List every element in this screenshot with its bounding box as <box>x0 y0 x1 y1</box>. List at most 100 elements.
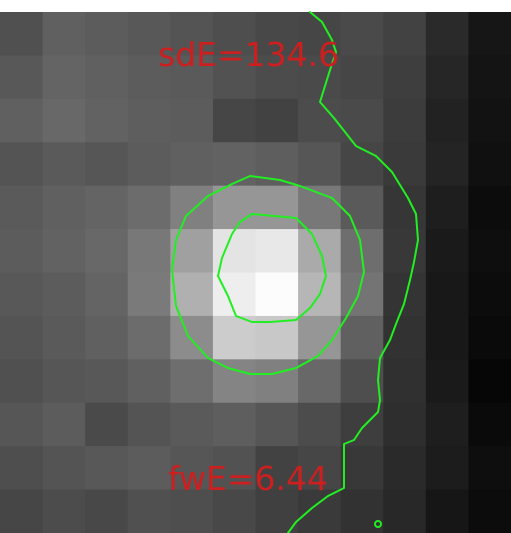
pixel-cell <box>255 402 299 447</box>
pixel-cell <box>0 142 44 187</box>
pixel-cell <box>255 12 299 57</box>
pixel-cell <box>0 359 44 404</box>
pixel-cell <box>468 402 511 447</box>
pixel-cell <box>468 185 511 230</box>
pixel-cell <box>170 359 214 404</box>
sd-label: sdE=134.6 <box>158 35 339 74</box>
contour-speck <box>374 520 382 528</box>
pixel-cell <box>255 98 299 143</box>
pixel-cell <box>425 12 470 57</box>
pixel-cell <box>42 185 86 230</box>
pixel-cell <box>425 185 470 230</box>
pixel-cell <box>425 489 470 533</box>
pixel-cell <box>340 446 384 491</box>
pixel-cell <box>425 359 470 404</box>
pixel-cell <box>170 185 214 230</box>
pixel-cell <box>85 359 129 404</box>
pixel-cell <box>298 489 342 533</box>
pixel-cell <box>127 12 171 57</box>
pixel-cell <box>255 229 299 274</box>
pixel-cell <box>212 12 257 57</box>
pixel-cell <box>212 98 257 143</box>
pixel-cell <box>383 229 427 274</box>
pixel-cell <box>170 12 214 57</box>
pixel-cell <box>42 12 86 57</box>
pixel-cell <box>425 446 470 491</box>
pixel-cell <box>42 272 86 317</box>
pixel-cell <box>425 229 470 274</box>
pixel-cell <box>127 315 171 360</box>
pixel-cell <box>383 272 427 317</box>
pixel-cell <box>170 98 214 143</box>
pixel-cell <box>255 55 299 100</box>
pixel-cell <box>340 55 384 100</box>
pixel-cell <box>468 98 511 143</box>
pixel-cell <box>298 185 342 230</box>
pixel-cell <box>0 185 44 230</box>
pixel-cell <box>212 185 257 230</box>
pixel-cell <box>0 12 44 57</box>
pixel-cell <box>170 402 214 447</box>
pixel-cell <box>127 489 171 533</box>
pixel-cell <box>468 272 511 317</box>
pixel-cell <box>127 142 171 187</box>
pixel-cell <box>85 402 129 447</box>
pixel-cell <box>212 359 257 404</box>
pixel-cell <box>127 185 171 230</box>
pixel-cell <box>468 12 511 57</box>
pixel-cell <box>340 315 384 360</box>
pixel-cell <box>383 142 427 187</box>
pixel-cell <box>425 272 470 317</box>
pixel-cell <box>0 402 44 447</box>
contour-inner <box>217 213 327 323</box>
pixel-cell <box>468 446 511 491</box>
fw-label: fwE=6.44 <box>168 459 328 498</box>
pixel-cell <box>468 315 511 360</box>
pixel-cell <box>0 272 44 317</box>
pixel-cell <box>468 489 511 533</box>
pixel-cell <box>298 55 342 100</box>
pixel-cell <box>85 489 129 533</box>
pixel-cell <box>255 489 299 533</box>
pixel-cell <box>127 98 171 143</box>
pixel-cell <box>42 142 86 187</box>
pixel-cell <box>340 359 384 404</box>
pixel-cell <box>298 402 342 447</box>
contour-outer <box>171 175 365 375</box>
pixel-cell <box>127 446 171 491</box>
pixel-cell <box>212 55 257 100</box>
pixel-cell <box>42 359 86 404</box>
pixel-cell <box>298 98 342 143</box>
pixel-cell <box>42 229 86 274</box>
pixel-cell <box>42 98 86 143</box>
pixel-cell <box>212 315 257 360</box>
pixel-cell <box>85 446 129 491</box>
pixel-cell <box>170 489 214 533</box>
pixel-grid <box>0 12 511 533</box>
pixel-cell <box>85 185 129 230</box>
pixel-cell <box>0 315 44 360</box>
pixel-cell <box>85 229 129 274</box>
pixel-cell <box>170 142 214 187</box>
pixel-cell <box>85 142 129 187</box>
pixel-cell <box>170 55 214 100</box>
pixel-cell <box>212 402 257 447</box>
pixel-cell <box>127 359 171 404</box>
pixel-cell <box>468 55 511 100</box>
pixel-cell <box>127 402 171 447</box>
pixel-cell <box>383 489 427 533</box>
pixel-cell <box>255 446 299 491</box>
pixel-cell <box>0 55 44 100</box>
pixel-cell <box>42 55 86 100</box>
pixel-cell <box>340 402 384 447</box>
pixel-cell <box>383 446 427 491</box>
pixel-cell <box>468 142 511 187</box>
pixel-cell <box>0 446 44 491</box>
pixel-cell <box>0 489 44 533</box>
pixel-cell <box>85 315 129 360</box>
pixel-cell <box>255 315 299 360</box>
pixel-cell <box>85 12 129 57</box>
pixel-cell <box>255 272 299 317</box>
pixel-cell <box>85 272 129 317</box>
